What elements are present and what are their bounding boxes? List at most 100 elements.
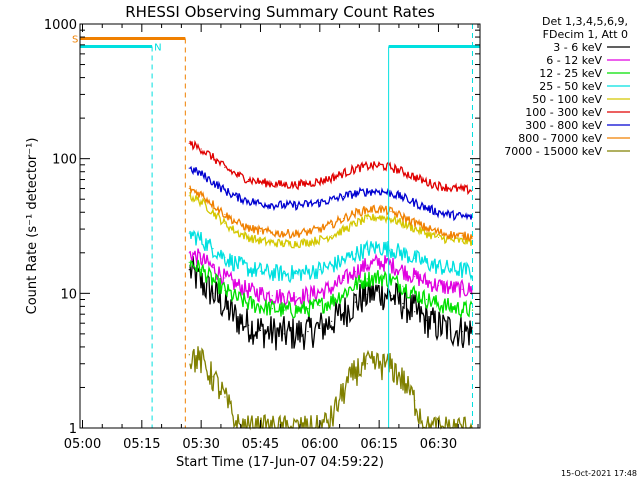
series-point — [390, 295, 392, 297]
series-point — [390, 210, 392, 213]
y-axis-ticks: 1 10 100 1000 — [44, 18, 480, 437]
series-point — [271, 272, 273, 274]
y-tick-label: 10 — [60, 287, 77, 302]
series-point — [188, 269, 190, 271]
series-6-12-kev — [188, 248, 474, 308]
series-point — [295, 232, 297, 235]
series-point — [295, 309, 297, 311]
series-point — [414, 292, 416, 294]
series-line — [189, 229, 473, 284]
series-point — [366, 190, 368, 193]
series-point — [283, 204, 285, 206]
series-point — [212, 247, 214, 250]
series-point — [414, 257, 416, 259]
series-point — [390, 166, 392, 169]
series-point — [188, 252, 190, 254]
series-point — [236, 231, 238, 233]
series-point — [283, 232, 285, 235]
legend-entry-label: 800 - 7000 keV — [518, 132, 602, 145]
series-point — [414, 399, 416, 402]
chart-title: RHESSI Observing Summary Count Rates — [125, 3, 435, 21]
series-line — [189, 185, 473, 242]
series-point — [378, 261, 380, 263]
series-point — [378, 208, 380, 210]
series-point — [354, 301, 357, 303]
series-point — [402, 222, 404, 225]
series-point — [283, 333, 285, 335]
series-point — [354, 168, 357, 170]
series-point — [390, 264, 392, 266]
series-point — [331, 300, 333, 302]
legend-header: Det 1,3,4,5,6,9, — [542, 15, 628, 28]
series-point — [295, 243, 297, 245]
series-point — [461, 215, 463, 218]
series-point — [212, 267, 214, 269]
series-point — [414, 202, 416, 204]
series-point — [437, 231, 440, 233]
series-point — [331, 177, 333, 179]
series-point — [342, 292, 345, 294]
series-point — [307, 241, 309, 243]
series-point — [224, 277, 226, 279]
series-point — [331, 223, 333, 225]
series-point — [295, 333, 297, 335]
series-point — [295, 204, 297, 206]
series-point — [342, 311, 345, 314]
plot-frame — [79, 23, 481, 429]
series-point — [402, 302, 404, 305]
series-point — [212, 203, 214, 205]
series-point — [259, 240, 262, 242]
series-12-25-kev — [188, 259, 474, 319]
series-point — [271, 232, 273, 234]
series-point — [259, 292, 262, 294]
series-point — [331, 320, 333, 322]
annotation-lines: SN — [72, 24, 480, 428]
series-800-7000-kev — [188, 185, 474, 242]
series-point — [212, 292, 214, 294]
series-point — [224, 305, 226, 307]
series-point — [248, 227, 250, 229]
legend-entry-label: 25 - 50 keV — [539, 80, 602, 93]
series-point — [200, 193, 202, 195]
series-point — [461, 188, 463, 191]
series-point — [449, 233, 451, 236]
series-point — [295, 273, 297, 275]
y-tick-label: 1000 — [44, 18, 77, 33]
series-point — [378, 190, 380, 192]
series-point — [224, 213, 226, 216]
series-point — [212, 211, 214, 213]
series-point — [319, 201, 321, 204]
series-point — [366, 363, 368, 365]
legend-entry-label: 6 - 12 keV — [546, 54, 602, 67]
series-point — [236, 424, 238, 426]
series-point — [366, 278, 368, 280]
series-point — [449, 328, 451, 330]
series-point — [331, 235, 333, 237]
series-point — [461, 269, 463, 272]
series-point — [342, 389, 345, 392]
series-point — [437, 211, 440, 213]
series-point — [366, 264, 368, 266]
series-point — [259, 305, 262, 307]
series-point — [461, 240, 463, 242]
series-point — [414, 228, 416, 230]
series-point — [248, 236, 250, 239]
series-point — [248, 200, 250, 202]
series-point — [378, 363, 380, 365]
series-point — [342, 217, 345, 220]
series-point — [414, 311, 416, 313]
series-point — [307, 231, 309, 233]
series-point — [449, 239, 451, 241]
series-point — [283, 273, 285, 275]
footer-date: 15-Oct-2021 17:48 — [561, 469, 637, 478]
series-point — [390, 248, 392, 250]
series-point — [200, 258, 202, 260]
series-point — [259, 329, 262, 332]
series-point — [414, 176, 416, 178]
legend-entry-label: 12 - 25 keV — [539, 67, 602, 80]
series-point — [402, 269, 404, 272]
series-point — [402, 171, 404, 173]
series-point — [307, 294, 309, 296]
series-point — [414, 276, 416, 278]
